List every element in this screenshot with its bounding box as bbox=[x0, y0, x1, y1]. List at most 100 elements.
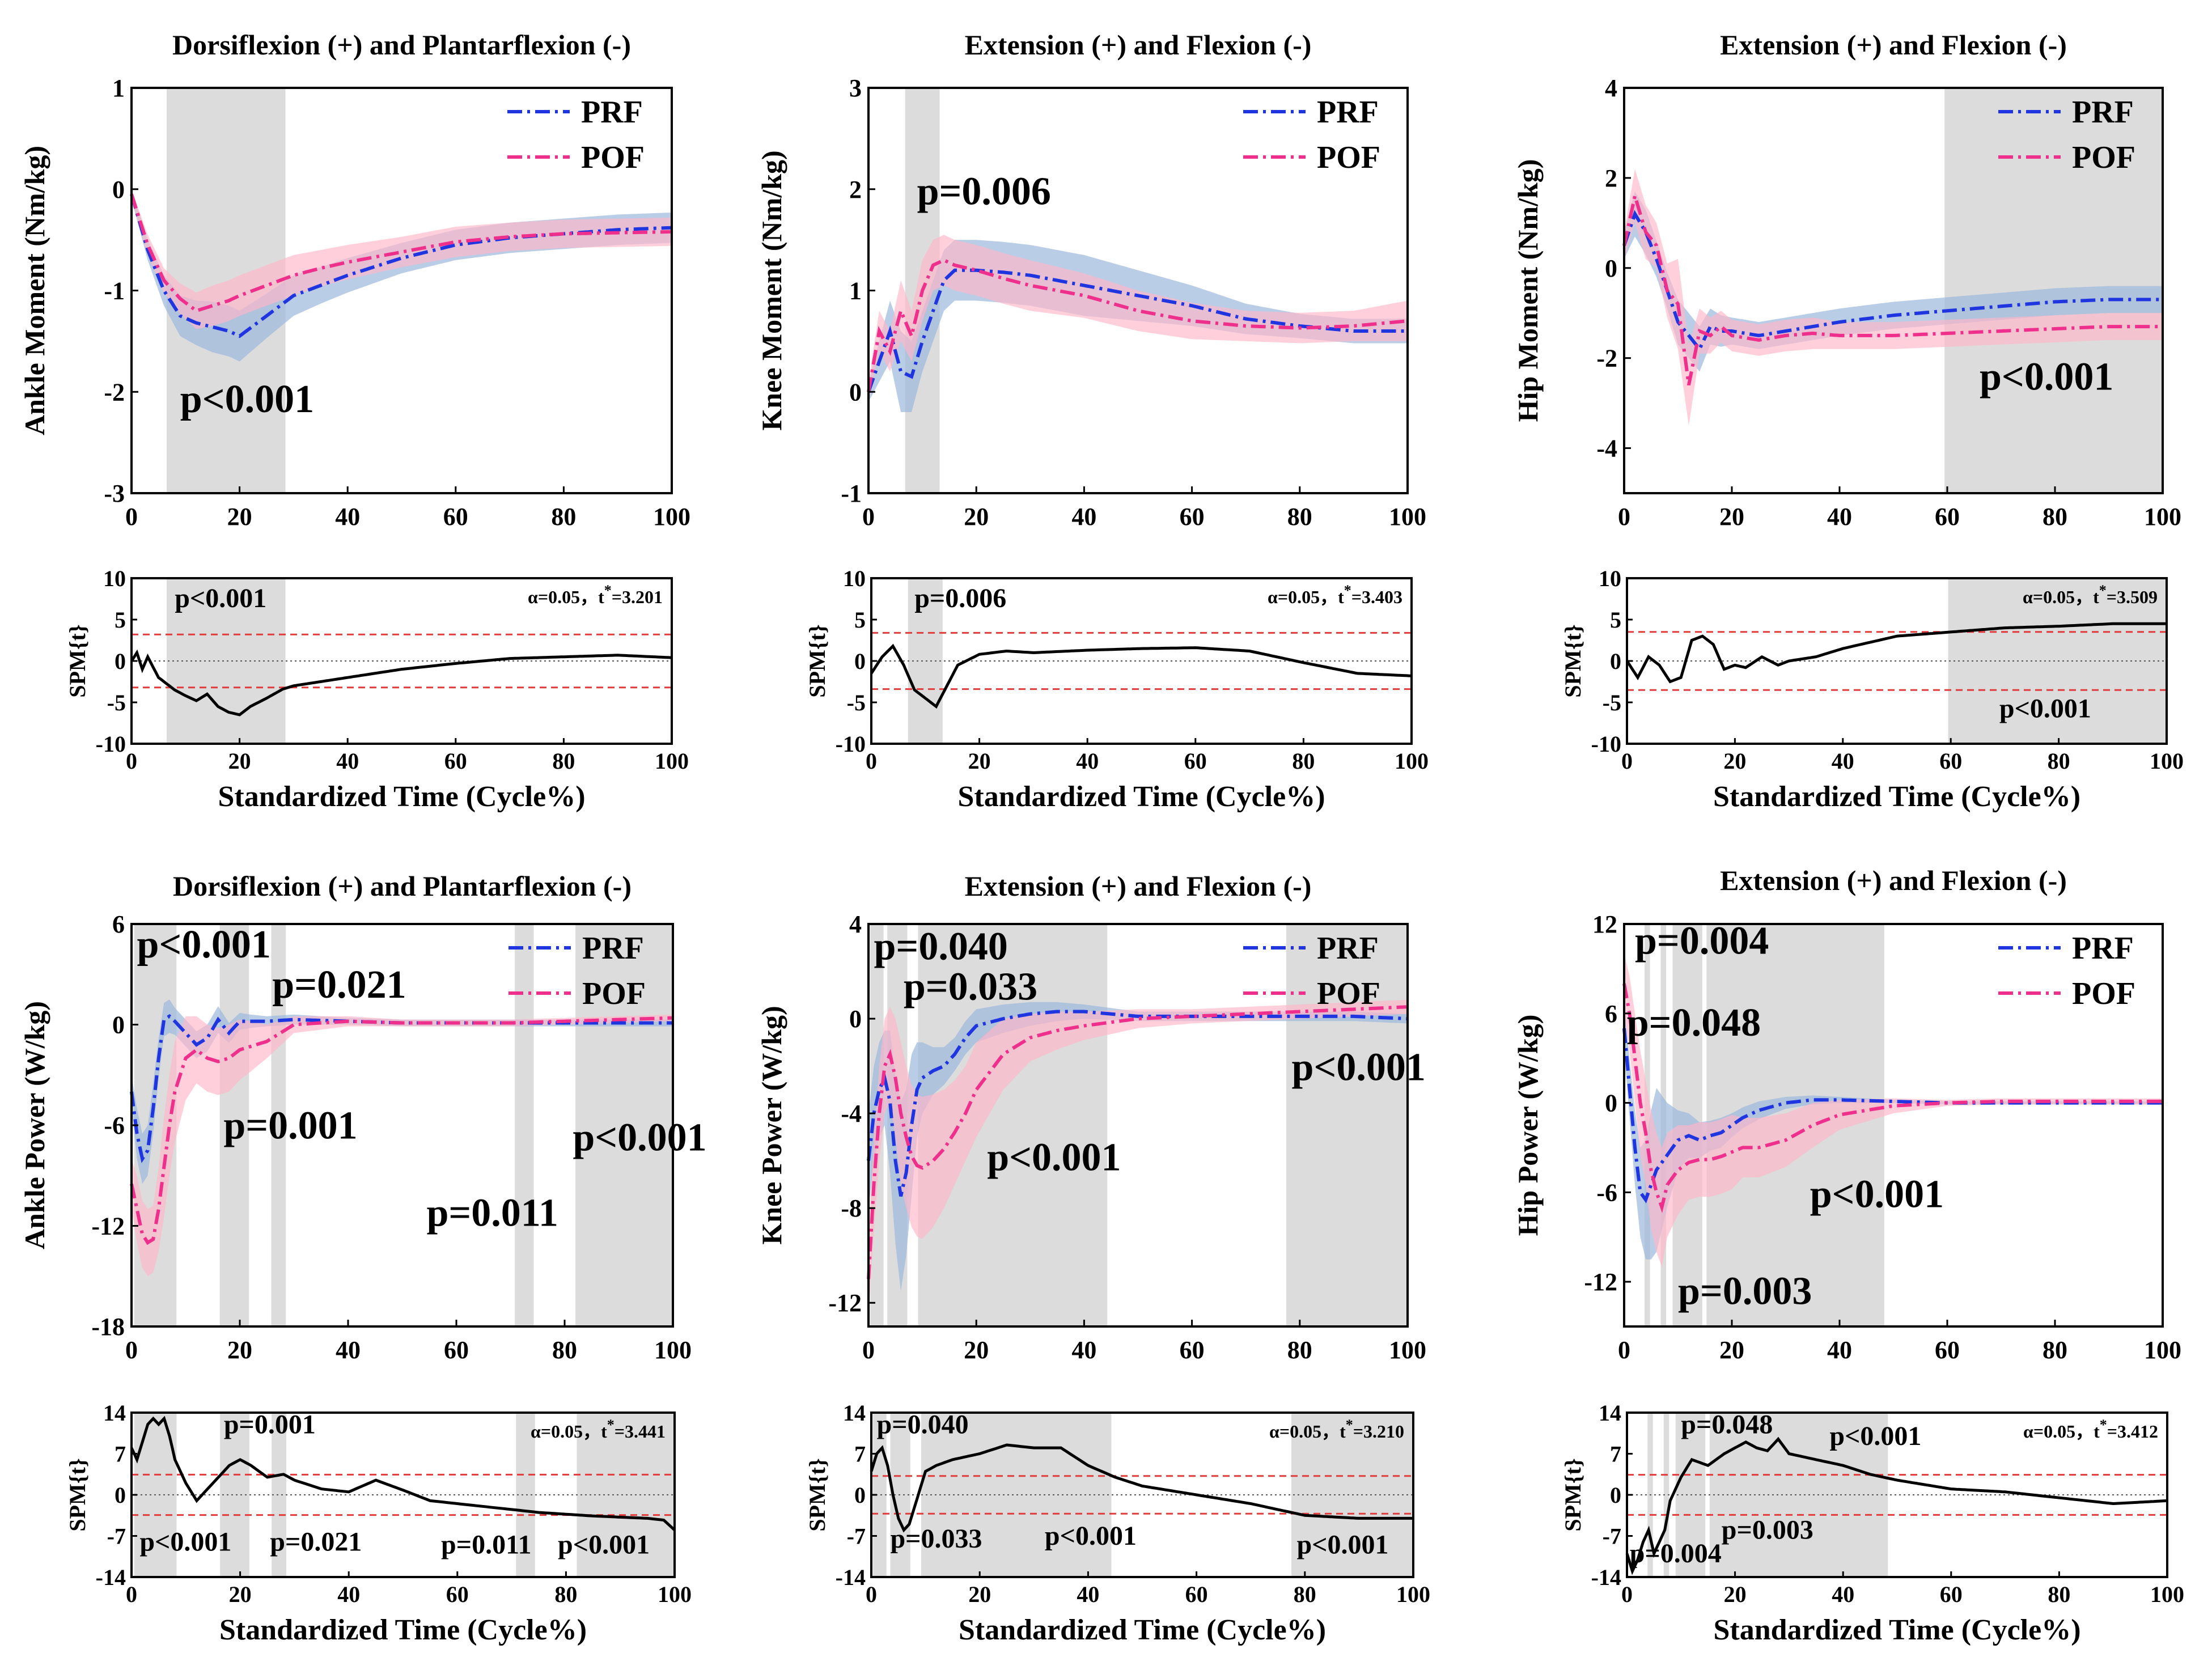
y-tick-label: -6 bbox=[104, 1112, 125, 1139]
y-tick-label: -4 bbox=[841, 1100, 862, 1128]
legend-label-prf: PRF bbox=[582, 931, 644, 966]
x-tick-label: 20 bbox=[964, 503, 989, 531]
legend-label-pof: POF bbox=[581, 140, 645, 175]
t-critical-value: =3.201 bbox=[612, 587, 663, 607]
spm-y-tick-label: 0 bbox=[1610, 1482, 1621, 1508]
spm-x-tick-label: 40 bbox=[337, 1582, 360, 1607]
p-value-label: p=0.021 bbox=[272, 963, 406, 1007]
spm-x-tick-label: 100 bbox=[2150, 748, 2184, 774]
p-value-label: p=0.011 bbox=[426, 1192, 558, 1235]
x-tick-label: 0 bbox=[862, 1336, 875, 1364]
y-tick-label: -12 bbox=[828, 1289, 862, 1317]
spm-x-tick-label: 40 bbox=[336, 748, 359, 774]
spm-y-tick-label: 10 bbox=[843, 566, 866, 591]
panel-hip-moment: Extension (+) and Flexion (-)0 20 40 60 80 10… bbox=[1512, 29, 2184, 813]
x-tick-label: 80 bbox=[1287, 503, 1312, 531]
spm-y-tick-label: -14 bbox=[836, 1565, 866, 1590]
y-axis-label: Knee Moment (Nm/kg) bbox=[756, 150, 787, 430]
y-tick-label: 3 bbox=[849, 74, 862, 102]
spm-p-value-label: p=0.004 bbox=[1630, 1538, 1722, 1569]
sd-band-pof bbox=[1624, 953, 2163, 1267]
spm-x-tick-label: 0 bbox=[866, 748, 877, 774]
spm-p-value-label: p<0.001 bbox=[175, 583, 266, 613]
x-tick-label: 80 bbox=[2043, 503, 2067, 531]
x-tick-label: 60 bbox=[1180, 503, 1205, 531]
spm-t-curve bbox=[870, 1443, 1413, 1533]
spm-p-value-label: p<0.001 bbox=[139, 1527, 231, 1557]
x-tick-label: 40 bbox=[336, 1336, 361, 1364]
spm-x-tick-label: 20 bbox=[229, 1582, 252, 1607]
t-symbol: t bbox=[1338, 587, 1344, 607]
spm-y-tick-label: -7 bbox=[847, 1524, 866, 1549]
panel-title: Dorsiflexion (+) and Plantarflexion (-) bbox=[172, 29, 631, 61]
y-tick-label: -12 bbox=[91, 1213, 125, 1240]
y-tick-label: 4 bbox=[849, 910, 862, 938]
spm-x-tick-label: 60 bbox=[446, 1582, 469, 1607]
spm-y-tick-label: 0 bbox=[1610, 648, 1621, 674]
alpha-text: α=0.05， bbox=[528, 587, 598, 607]
spm-y-tick-label: 5 bbox=[854, 607, 866, 633]
spm-y-tick-label: 10 bbox=[1599, 566, 1621, 591]
spm-p-value-label: p=0.011 bbox=[441, 1530, 531, 1560]
spm-x-tick-label: 80 bbox=[554, 1582, 577, 1607]
y-tick-label: -18 bbox=[91, 1313, 125, 1341]
x-tick-label: 100 bbox=[653, 503, 690, 531]
mean-line-prf bbox=[867, 268, 1408, 393]
t-symbol: t bbox=[598, 587, 604, 607]
spm-p-value-label: p<0.001 bbox=[558, 1530, 650, 1560]
spm-y-tick-label: 0 bbox=[115, 1482, 126, 1508]
panel-knee-moment: Extension (+) and Flexion (-)0 20 40 60 80 10… bbox=[756, 29, 1429, 813]
p-value-label: p=0.006 bbox=[917, 170, 1051, 214]
sd-band-pof bbox=[868, 999, 1408, 1315]
t-critical-value: =3.509 bbox=[2107, 587, 2158, 607]
p-value-label: p<0.001 bbox=[1980, 355, 2113, 399]
spm-x-tick-label: 80 bbox=[2048, 748, 2070, 774]
spm-x-tick-label: 0 bbox=[866, 1582, 877, 1607]
spm-y-tick-label: -5 bbox=[847, 690, 866, 715]
spm-y-tick-label: 14 bbox=[843, 1400, 866, 1426]
sd-band-pof bbox=[132, 189, 672, 329]
spm-x-tick-label: 40 bbox=[1832, 748, 1854, 774]
legend-label-pof: POF bbox=[2072, 976, 2135, 1011]
spm-y-tick-label: 14 bbox=[1599, 1400, 1621, 1426]
t-star: * bbox=[2100, 1417, 2107, 1433]
spm-x-tick-label: 0 bbox=[126, 748, 137, 774]
x-tick-label: 60 bbox=[443, 503, 468, 531]
y-tick-label: 6 bbox=[1605, 1000, 1617, 1028]
t-star: * bbox=[604, 582, 612, 599]
x-axis-label: Standardized Time (Cycle%) bbox=[218, 781, 585, 813]
spm-x-tick-label: 100 bbox=[658, 1582, 692, 1607]
spm-y-tick-label: 0 bbox=[115, 648, 126, 674]
y-tick-label: -4 bbox=[1596, 435, 1617, 463]
plot-frame bbox=[1623, 87, 2164, 494]
spm-p-value-label: p=0.006 bbox=[914, 583, 1006, 613]
spm-panel: 0 20 40 60 80 100 -14 -7 0 7 14 SPM{t} α=0.05，t*=3.4… bbox=[65, 1400, 692, 1646]
panel-title: Dorsiflexion (+) and Plantarflexion (-) bbox=[173, 870, 632, 902]
panel-knee-power: Extension (+) and Flexion (-)0 20 40 60 80 10… bbox=[756, 870, 1430, 1646]
x-tick-label: 40 bbox=[1827, 503, 1852, 531]
spm-t-curve bbox=[130, 649, 672, 717]
y-tick-label: 0 bbox=[849, 378, 862, 406]
spm-significance-region bbox=[272, 1413, 287, 1577]
critical-t-annotation: α=0.05，t*=3.210 bbox=[1269, 1417, 1404, 1442]
x-tick-label: 80 bbox=[1287, 1336, 1312, 1364]
legend-label-prf: PRF bbox=[2072, 95, 2134, 130]
spm-x-tick-label: 60 bbox=[1184, 748, 1207, 774]
spm-y-tick-label: 5 bbox=[1610, 607, 1621, 633]
y-tick-label: 0 bbox=[112, 176, 125, 204]
x-axis-label: Standardized Time (Cycle%) bbox=[957, 781, 1325, 813]
spm-significance-region bbox=[220, 1413, 249, 1577]
spm-panel: 0 20 40 60 80 100 -14 -7 0 7 14 SPM{t} α=0.05，t*=3.2… bbox=[804, 1400, 1430, 1646]
spm-p-value-label: p=0.021 bbox=[270, 1527, 362, 1557]
spm-significance-region bbox=[1709, 1413, 1888, 1577]
legend-label-pof: POF bbox=[582, 976, 646, 1011]
spm-y-tick-label: -10 bbox=[96, 731, 126, 757]
spm-y-tick-label: 5 bbox=[115, 607, 126, 633]
x-tick-label: 60 bbox=[1935, 503, 1960, 531]
t-symbol: t bbox=[2093, 587, 2099, 607]
alpha-text: α=0.05， bbox=[2023, 587, 2093, 607]
spm-y-tick-label: -14 bbox=[1591, 1565, 1621, 1590]
spm-p-value-label: p<0.001 bbox=[1999, 693, 2091, 723]
spm-x-tick-label: 100 bbox=[1396, 1582, 1430, 1607]
critical-t-annotation: α=0.05，t*=3.412 bbox=[2023, 1417, 2158, 1442]
